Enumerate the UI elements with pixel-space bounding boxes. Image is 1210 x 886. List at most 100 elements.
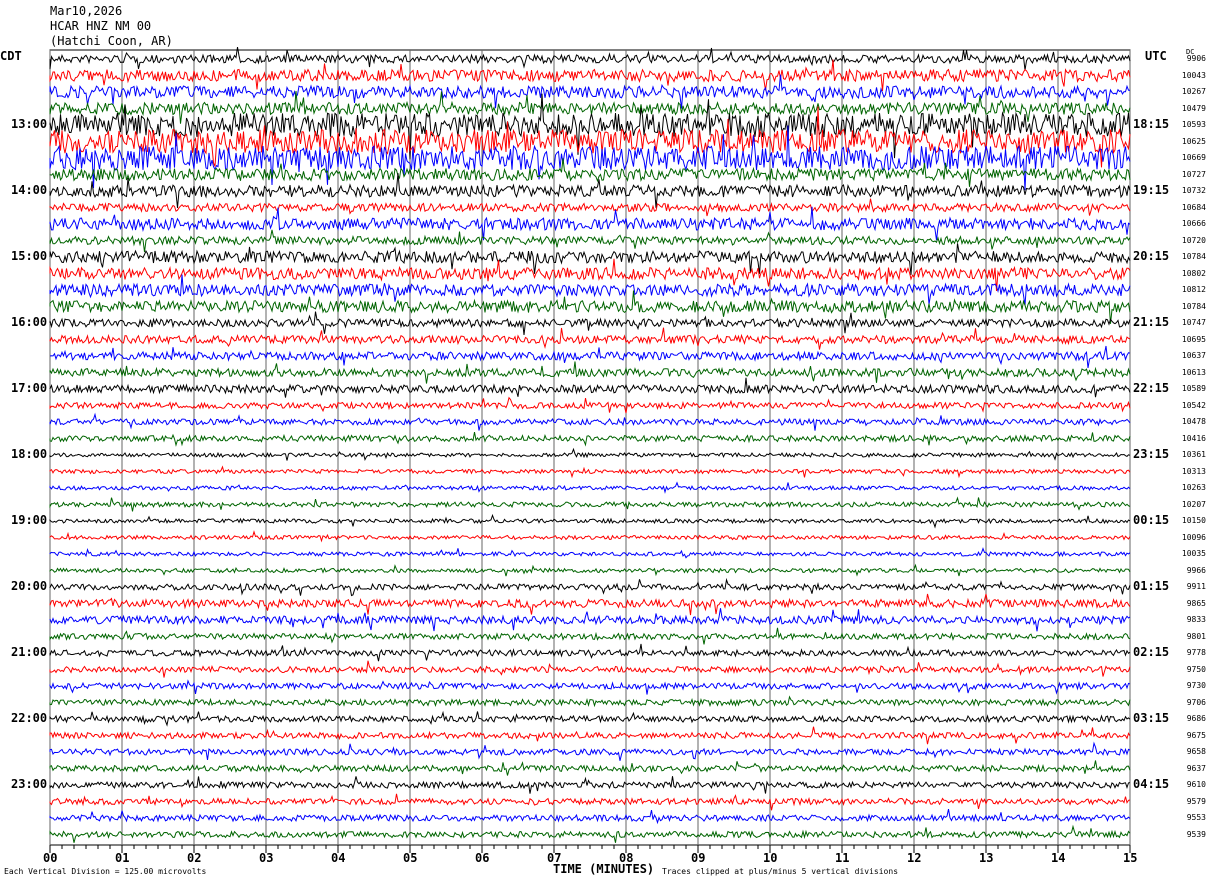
cdt-title: CDT: [0, 49, 22, 63]
trace-line: [49, 679, 1131, 695]
right-time-label: 22:15: [1133, 381, 1170, 395]
dc-value: 9865: [1186, 598, 1206, 608]
x-tick-label: 05: [403, 851, 418, 865]
dc-value: 9966: [1186, 565, 1206, 575]
dc-value: 10096: [1181, 532, 1206, 542]
dc-value: 10263: [1181, 483, 1206, 492]
dc-value: 10478: [1181, 417, 1206, 426]
trace-line: [49, 229, 1131, 253]
trace-line: [49, 627, 1131, 645]
x-tick-label: 10: [763, 851, 778, 865]
x-tick-label: 01: [115, 851, 130, 865]
dc-value: 10150: [1181, 516, 1206, 525]
trace-line: [49, 776, 1131, 794]
dc-value: 10313: [1181, 466, 1206, 476]
dc-value: 10479: [1181, 103, 1206, 113]
trace-line: [49, 547, 1131, 559]
trace-line: [49, 198, 1131, 217]
right-time-label: 18:15: [1133, 117, 1170, 131]
dc-value: 9658: [1186, 747, 1206, 756]
x-tick-label: 00: [43, 851, 58, 865]
dc-value: 10747: [1181, 318, 1206, 327]
left-time-label: 15:00: [11, 249, 48, 263]
x-tick-label: 13: [979, 851, 994, 865]
right-time-label: 03:15: [1133, 711, 1170, 725]
location: (Hatchi Coon, AR): [50, 34, 173, 48]
left-time-label: 22:00: [11, 711, 48, 725]
dc-value: 9539: [1186, 829, 1206, 839]
right-time-label: 20:15: [1133, 249, 1170, 263]
utc-title: UTC: [1145, 49, 1167, 63]
trace-line: [49, 47, 1131, 71]
left-time-label: 17:00: [11, 381, 48, 395]
dc-value: 10361: [1181, 450, 1206, 459]
x-tick-label: 15: [1123, 851, 1138, 865]
trace-line: [49, 412, 1131, 431]
trace-line: [49, 741, 1131, 761]
dc-value: 10669: [1181, 153, 1206, 162]
trace-line: [49, 59, 1131, 92]
trace-line: [49, 593, 1131, 616]
dc-value: 9553: [1186, 813, 1206, 822]
dc-value: 10720: [1181, 235, 1206, 245]
right-time-label: 19:15: [1133, 183, 1170, 197]
dc-value: 9579: [1186, 796, 1206, 806]
x-tick-label: 11: [835, 851, 850, 865]
dc-value: 10732: [1181, 186, 1206, 195]
trace-line: [49, 106, 1131, 168]
trace-line: [49, 563, 1131, 577]
right-time-label: 23:15: [1133, 447, 1170, 461]
left-time-label: 13:00: [11, 117, 48, 131]
left-time-label: 16:00: [11, 315, 48, 329]
right-time-label: 04:15: [1133, 777, 1170, 791]
dc-value: 9637: [1186, 763, 1206, 773]
dc-value: 9730: [1186, 681, 1206, 690]
left-time-label: 23:00: [11, 777, 48, 791]
right-time-label: 00:15: [1133, 513, 1170, 527]
dc-value: 10802: [1181, 268, 1206, 278]
trace-line: [49, 158, 1131, 187]
dc-value: 9911: [1186, 582, 1206, 591]
left-time-label: 21:00: [11, 645, 48, 659]
dc-value: 9801: [1186, 631, 1206, 641]
dc-value: 10695: [1181, 334, 1206, 344]
dc-value: 10589: [1181, 384, 1206, 393]
right-time-label: 02:15: [1133, 645, 1170, 659]
trace-line: [49, 125, 1131, 191]
dc-value: 10637: [1181, 351, 1206, 360]
trace-line: [49, 432, 1131, 447]
x-tick-label: 14: [1051, 851, 1066, 865]
x-tick-label: 06: [475, 851, 490, 865]
trace-line: [49, 608, 1131, 632]
x-tick-label: 12: [907, 851, 922, 865]
trace-line: [49, 345, 1131, 368]
dc-value: 9778: [1186, 648, 1206, 657]
dc-value: 10666: [1181, 219, 1206, 228]
right-time-label: 21:15: [1133, 315, 1170, 329]
trace-line: [49, 290, 1131, 324]
left-time-label: 18:00: [11, 447, 48, 461]
dc-value: 10784: [1181, 252, 1206, 261]
dc-value: 10542: [1181, 400, 1206, 410]
station: HCAR HNZ NM 00: [50, 19, 152, 33]
trace-line: [49, 377, 1131, 398]
trace-line: [49, 361, 1131, 384]
x-tick-label: 09: [691, 851, 706, 865]
trace-line: [49, 824, 1131, 843]
dc-value: 10812: [1181, 285, 1206, 294]
trace-line: [49, 465, 1131, 479]
trace-line: [49, 710, 1131, 727]
dc-value: 10727: [1181, 169, 1206, 179]
dc-value: 9686: [1186, 714, 1206, 723]
trace-line: [49, 91, 1131, 124]
x-tick-label: 08: [619, 851, 634, 865]
dc-value: 10625: [1181, 136, 1206, 146]
trace-line: [49, 447, 1131, 462]
trace-line: [49, 726, 1131, 745]
x-tick-label: 02: [187, 851, 202, 865]
trace-line: [49, 760, 1131, 776]
scale-note: Each Vertical Division = 125.00 microvol…: [4, 867, 207, 876]
dc-value: 9833: [1186, 615, 1206, 624]
